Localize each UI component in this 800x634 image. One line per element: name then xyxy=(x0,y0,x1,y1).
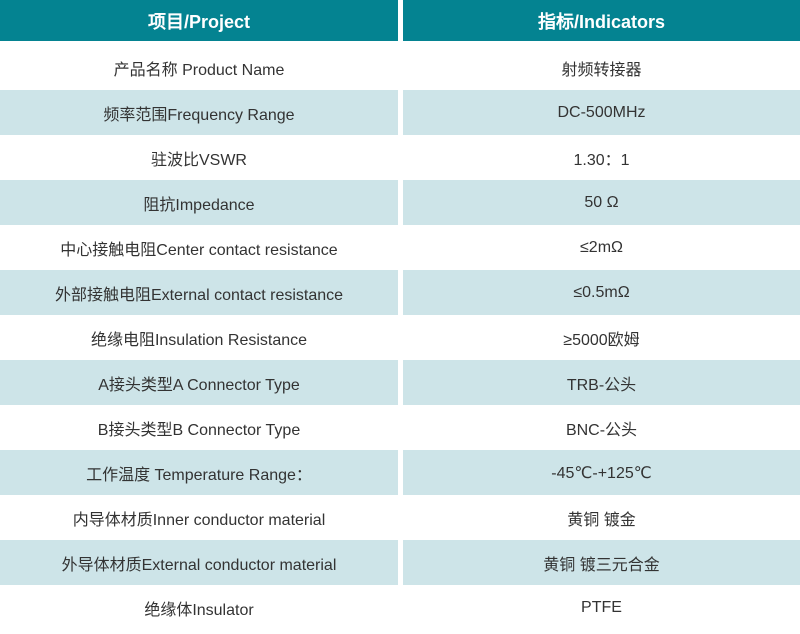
table-row: 外导体材质External conductor material 黄铜 镀三元合… xyxy=(0,540,800,585)
project-cell: 工作温度 Temperature Range： xyxy=(0,450,398,495)
project-cell: 绝缘电阻Insulation Resistance xyxy=(0,315,398,360)
project-cell: 内导体材质Inner conductor material xyxy=(0,495,398,540)
header-cell-indicators: 指标/Indicators xyxy=(403,0,800,41)
project-cell: A接头类型A Connector Type xyxy=(0,360,398,405)
table-body: 产品名称 Product Name 射频转接器 频率范围Frequency Ra… xyxy=(0,45,800,630)
indicator-cell: 射频转接器 xyxy=(403,45,800,90)
table-row: 工作温度 Temperature Range： -45℃-+125℃ xyxy=(0,450,800,495)
indicator-cell: 黄铜 镀金 xyxy=(403,495,800,540)
project-cell: 中心接触电阻Center contact resistance xyxy=(0,225,398,270)
table-row: 外部接触电阻External contact resistance ≤0.5mΩ xyxy=(0,270,800,315)
project-cell: 产品名称 Product Name xyxy=(0,45,398,90)
project-cell: 驻波比VSWR xyxy=(0,135,398,180)
indicator-cell: ≥5000欧姆 xyxy=(403,315,800,360)
project-cell: 阻抗Impedance xyxy=(0,180,398,225)
table-row: 频率范围Frequency Range DC-500MHz xyxy=(0,90,800,135)
indicator-cell: 50 Ω xyxy=(403,180,800,225)
table-row: B接头类型B Connector Type BNC-公头 xyxy=(0,405,800,450)
table-row: 绝缘电阻Insulation Resistance ≥5000欧姆 xyxy=(0,315,800,360)
project-cell: 频率范围Frequency Range xyxy=(0,90,398,135)
table-row: 绝缘体Insulator PTFE xyxy=(0,585,800,630)
indicator-cell: DC-500MHz xyxy=(403,90,800,135)
table-row: 驻波比VSWR 1.30：1 xyxy=(0,135,800,180)
indicator-cell: TRB-公头 xyxy=(403,360,800,405)
indicator-cell: ≤2mΩ xyxy=(403,225,800,270)
indicator-cell: 1.30：1 xyxy=(403,135,800,180)
indicator-cell: PTFE xyxy=(403,585,800,630)
indicator-cell: 黄铜 镀三元合金 xyxy=(403,540,800,585)
table-row: 内导体材质Inner conductor material 黄铜 镀金 xyxy=(0,495,800,540)
indicator-cell: -45℃-+125℃ xyxy=(403,450,800,495)
table-header-row: 项目/Project 指标/Indicators xyxy=(0,0,800,41)
indicator-cell: ≤0.5mΩ xyxy=(403,270,800,315)
table-row: 中心接触电阻Center contact resistance ≤2mΩ xyxy=(0,225,800,270)
header-cell-project: 项目/Project xyxy=(0,0,398,41)
table-row: 阻抗Impedance 50 Ω xyxy=(0,180,800,225)
project-cell: 外导体材质External conductor material xyxy=(0,540,398,585)
project-cell: 绝缘体Insulator xyxy=(0,585,398,630)
project-cell: B接头类型B Connector Type xyxy=(0,405,398,450)
table-row: A接头类型A Connector Type TRB-公头 xyxy=(0,360,800,405)
table-row: 产品名称 Product Name 射频转接器 xyxy=(0,45,800,90)
indicator-cell: BNC-公头 xyxy=(403,405,800,450)
project-cell: 外部接触电阻External contact resistance xyxy=(0,270,398,315)
